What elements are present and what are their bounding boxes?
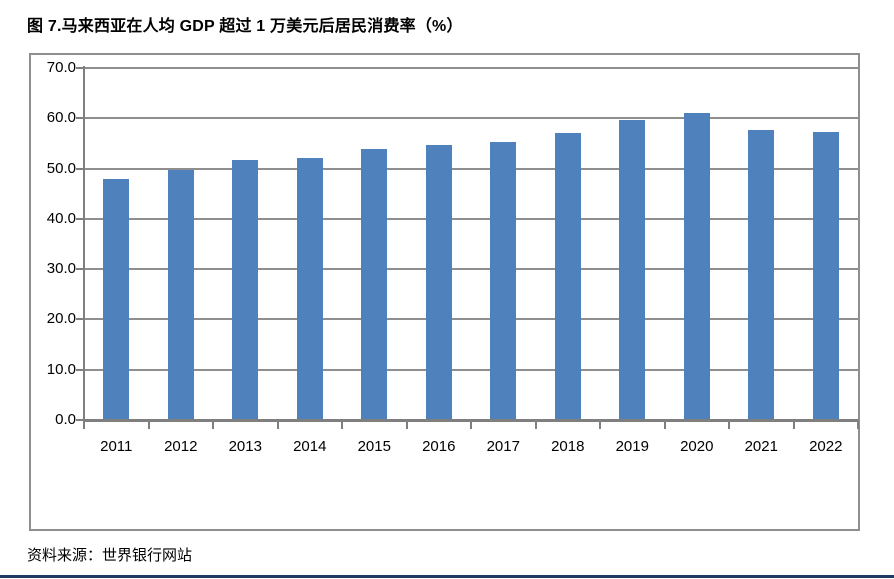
y-tick bbox=[76, 217, 84, 220]
y-tick-label: 40.0 bbox=[46, 209, 76, 227]
x-tick-label: 2020 bbox=[680, 438, 714, 455]
x-tick bbox=[792, 420, 795, 429]
bar-2016 bbox=[425, 145, 452, 420]
x-tick-label: 2015 bbox=[357, 438, 391, 455]
x-tick bbox=[212, 420, 214, 429]
y-axis bbox=[83, 66, 85, 424]
bar-2017 bbox=[490, 142, 517, 420]
x-tick bbox=[857, 420, 859, 429]
gridline bbox=[84, 318, 858, 321]
x-tick bbox=[276, 420, 279, 429]
gridline bbox=[84, 368, 858, 371]
x-tick bbox=[728, 420, 730, 429]
bar-2015 bbox=[361, 149, 388, 420]
x-tick bbox=[599, 420, 601, 429]
bar-2011 bbox=[103, 179, 130, 420]
bar-2013 bbox=[232, 160, 259, 420]
y-tick-label: 50.0 bbox=[46, 159, 76, 177]
y-tick-label: 20.0 bbox=[46, 310, 76, 328]
gridline bbox=[84, 217, 858, 220]
x-tick bbox=[341, 420, 343, 429]
x-tick bbox=[534, 420, 537, 429]
x-tick-label: 2018 bbox=[551, 438, 585, 455]
bar-2020 bbox=[683, 113, 710, 420]
y-tick-label: 60.0 bbox=[46, 109, 76, 127]
x-tick bbox=[470, 420, 472, 429]
x-tick bbox=[663, 420, 666, 429]
bar-2019 bbox=[619, 120, 646, 420]
y-tick bbox=[76, 268, 84, 271]
y-tick-label: 10.0 bbox=[46, 360, 76, 378]
y-tick-label: 70.0 bbox=[46, 59, 76, 76]
bar-2014 bbox=[296, 157, 323, 420]
y-tick-label: 30.0 bbox=[46, 260, 76, 278]
x-tick-label: 2012 bbox=[164, 438, 198, 455]
x-tick-label: 2016 bbox=[422, 438, 456, 455]
gridline bbox=[84, 117, 858, 120]
x-tick-label: 2014 bbox=[293, 438, 327, 455]
y-tick bbox=[76, 368, 84, 371]
x-tick bbox=[83, 420, 85, 429]
x-tick bbox=[147, 420, 150, 429]
gridline bbox=[84, 167, 858, 170]
y-tick bbox=[76, 67, 84, 69]
source-note: 资料来源：世界银行网站 bbox=[27, 547, 193, 564]
y-tick bbox=[76, 117, 84, 120]
chart-area: 0.0 10.0 20.0 30.0 40.0 50.0 60.0 70.0 2011 2012 2… bbox=[29, 53, 860, 531]
y-tick bbox=[76, 318, 84, 321]
y-tick bbox=[76, 167, 84, 170]
gridline bbox=[84, 67, 858, 69]
chart-title: 图 7.马来西亚在人均 GDP 超过 1 万美元后居民消费率（%） bbox=[27, 18, 463, 35]
x-tick-label: 2021 bbox=[744, 438, 778, 455]
gridline bbox=[84, 268, 858, 271]
bar-2018 bbox=[554, 132, 581, 420]
bar-2021 bbox=[748, 129, 775, 420]
x-tick-label: 2022 bbox=[809, 438, 843, 455]
y-tick bbox=[76, 419, 84, 421]
bar-2012 bbox=[167, 169, 194, 420]
y-tick-label: 0.0 bbox=[55, 411, 76, 428]
x-tick bbox=[405, 420, 408, 429]
page-bottom-rule bbox=[0, 575, 894, 578]
x-tick-label: 2011 bbox=[100, 438, 133, 455]
x-tick-label: 2013 bbox=[228, 438, 262, 455]
x-tick-label: 2017 bbox=[486, 438, 520, 455]
bar-2022 bbox=[812, 131, 839, 420]
x-tick-label: 2019 bbox=[615, 438, 649, 455]
